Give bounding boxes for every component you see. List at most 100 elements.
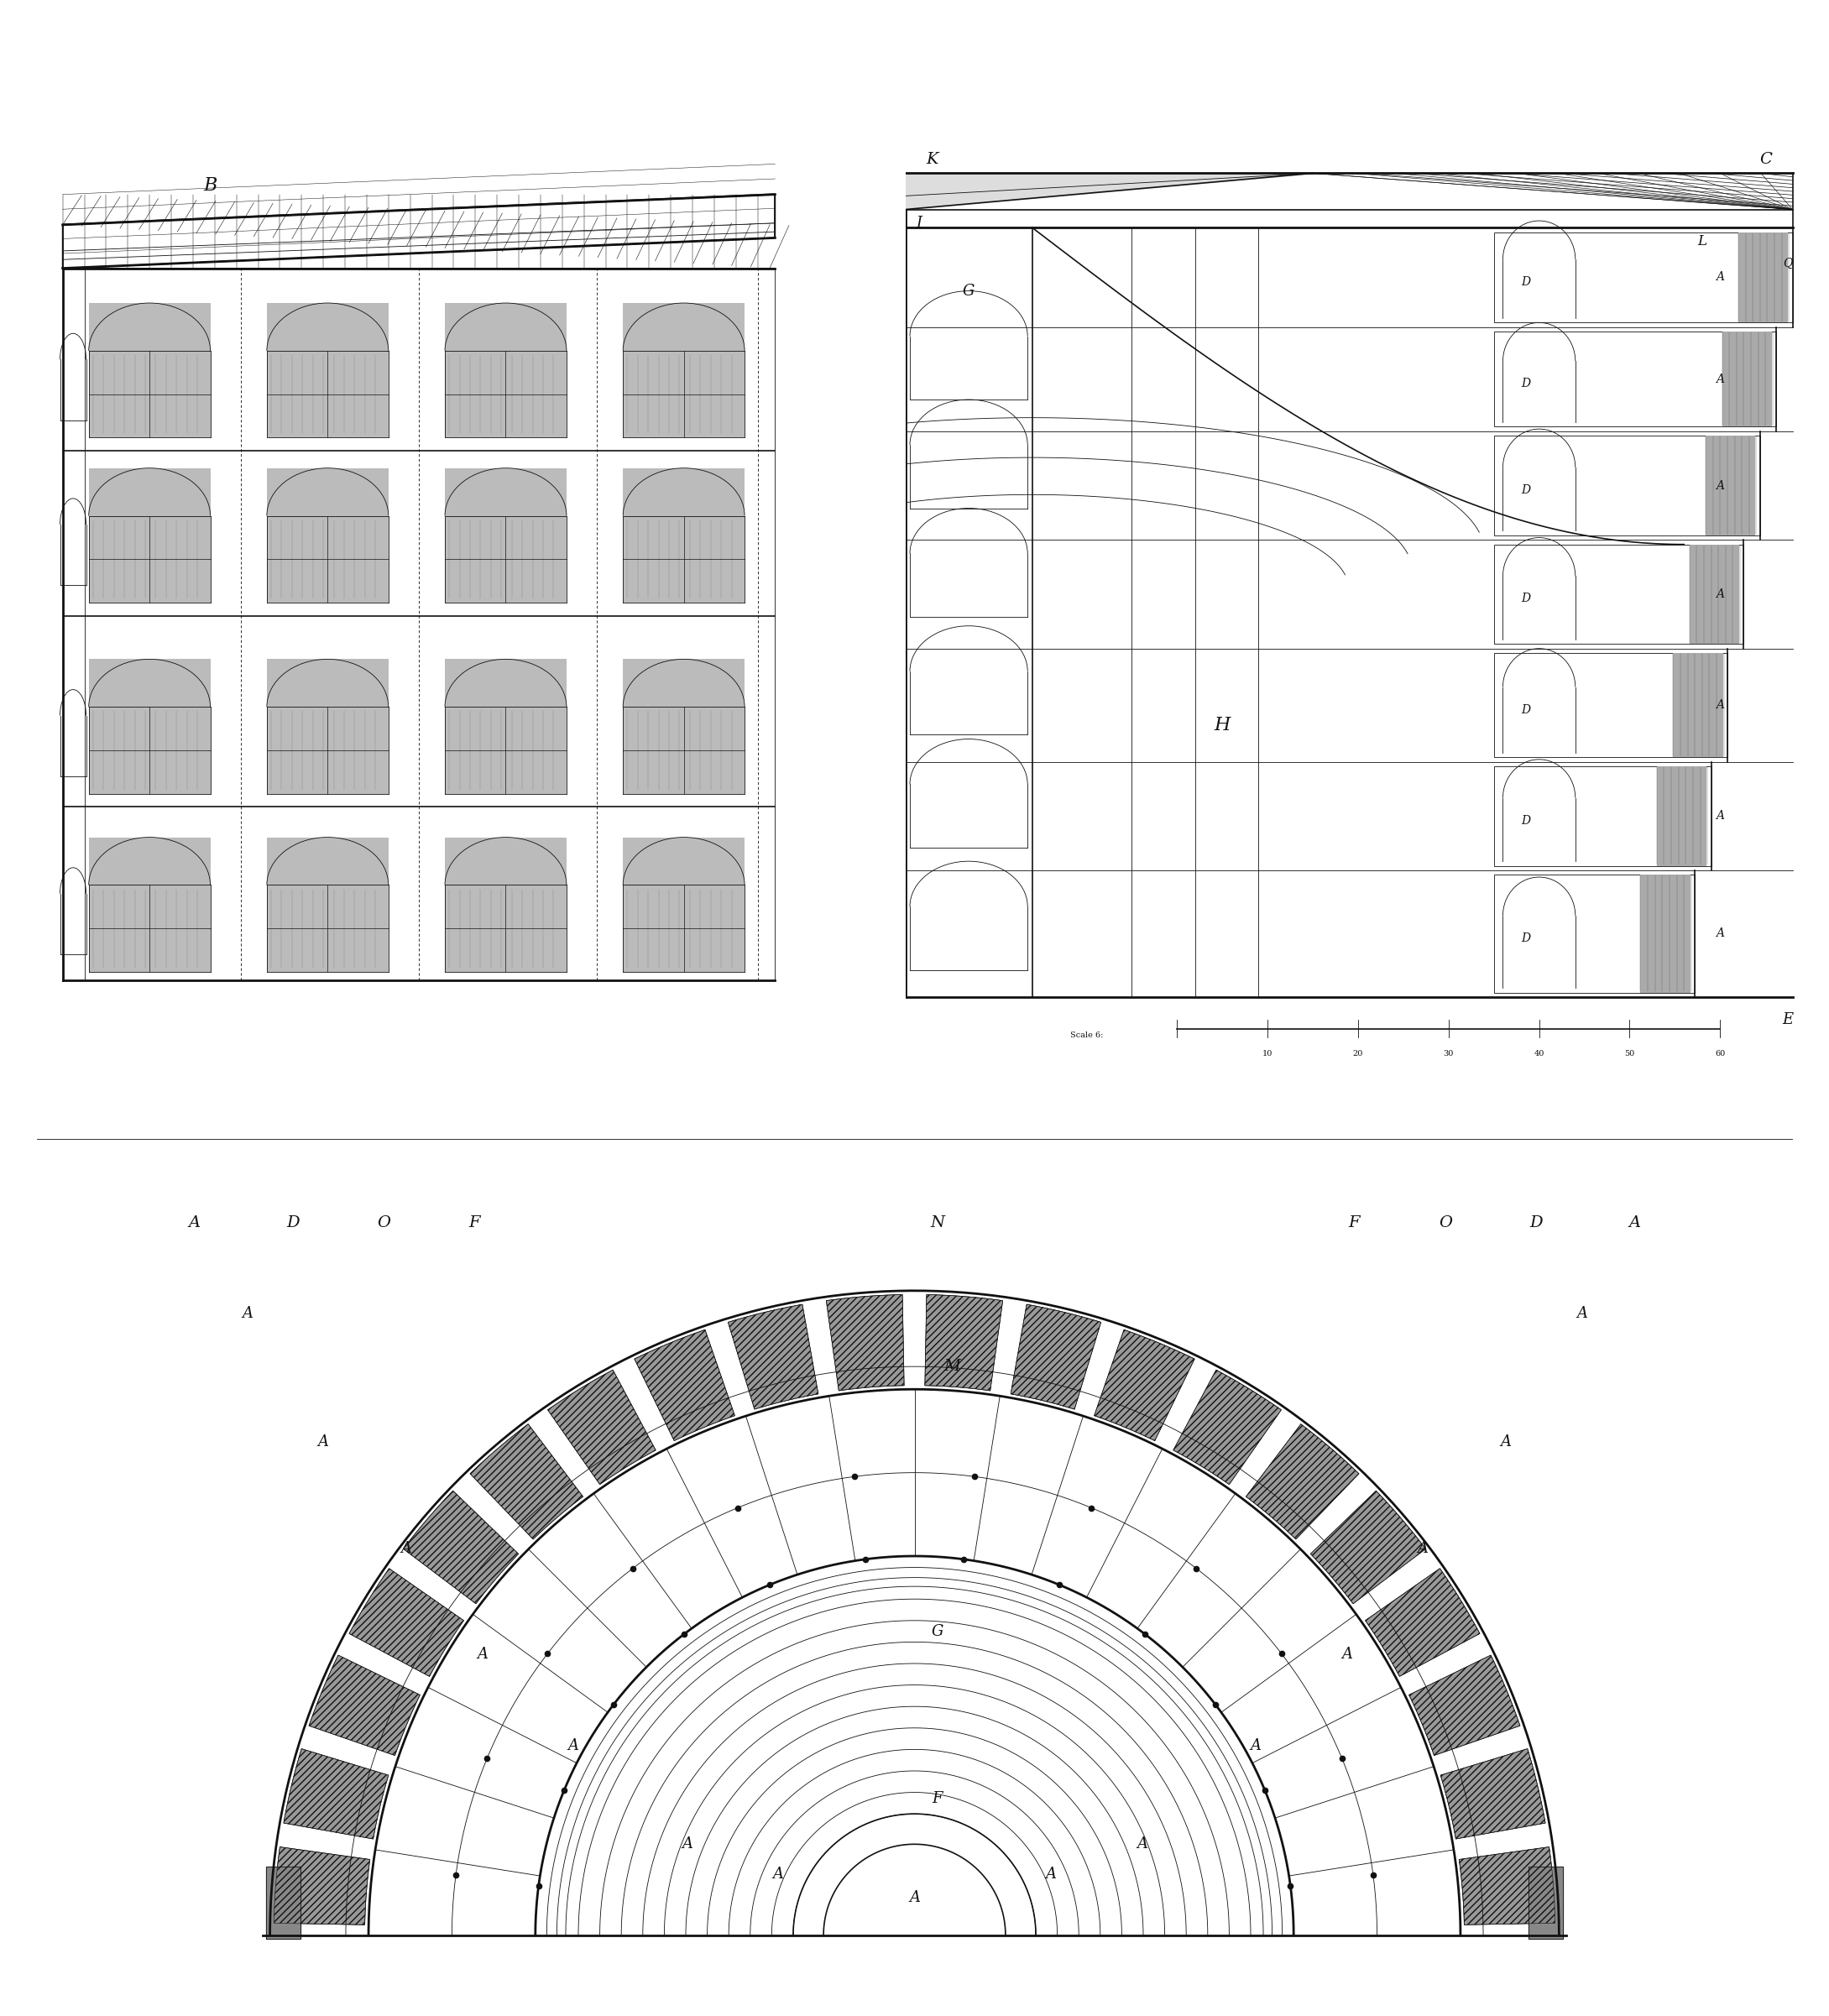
Bar (267, 837, 388, 972)
Text: F: F (1348, 1216, 1361, 1230)
Polygon shape (925, 1294, 1002, 1391)
Bar (444, 302, 567, 437)
Text: D: D (1522, 704, 1531, 716)
Bar (267, 468, 388, 603)
Polygon shape (728, 1304, 818, 1409)
Text: D: D (1522, 276, 1531, 288)
Text: A: A (1716, 373, 1725, 385)
Text: O: O (377, 1216, 390, 1230)
Bar (1674, 653, 1723, 758)
Text: Scale 6:: Scale 6: (1070, 1032, 1103, 1040)
Polygon shape (1460, 1847, 1555, 1925)
Polygon shape (309, 1655, 421, 1756)
Polygon shape (1408, 1655, 1520, 1756)
Bar (88, 659, 210, 794)
Text: O: O (1439, 1216, 1452, 1230)
Polygon shape (827, 1294, 904, 1391)
Polygon shape (274, 1847, 369, 1925)
Polygon shape (1172, 1371, 1282, 1484)
Text: C: C (1759, 151, 1772, 167)
Text: A: A (909, 1889, 920, 1905)
Text: A: A (1500, 1435, 1511, 1450)
Bar (267, 302, 388, 437)
Text: A: A (772, 1867, 783, 1883)
Text: A: A (1630, 1216, 1641, 1230)
Bar (1494, 766, 1712, 865)
Text: A: A (567, 1738, 578, 1754)
Polygon shape (547, 1371, 657, 1484)
Text: B: B (203, 177, 218, 196)
Bar (444, 837, 567, 972)
Bar (1641, 875, 1690, 992)
Text: G: G (962, 284, 975, 298)
Polygon shape (1441, 1748, 1546, 1839)
Bar (624, 659, 744, 794)
Text: M: M (944, 1359, 960, 1375)
Polygon shape (470, 1423, 583, 1538)
Bar (88, 837, 210, 972)
Polygon shape (1011, 1304, 1101, 1409)
Bar (624, 468, 744, 603)
Text: 10: 10 (1262, 1050, 1273, 1058)
Bar (1494, 435, 1759, 536)
Bar (1706, 435, 1756, 536)
Text: D: D (1522, 814, 1531, 827)
Bar (624, 302, 744, 437)
Text: 20: 20 (1353, 1050, 1363, 1058)
Polygon shape (1311, 1490, 1425, 1605)
Text: G: G (931, 1625, 944, 1639)
Text: 40: 40 (1535, 1050, 1544, 1058)
Text: A: A (1046, 1867, 1057, 1883)
Polygon shape (62, 194, 775, 268)
Polygon shape (1094, 1331, 1194, 1441)
Text: 30: 30 (1443, 1050, 1454, 1058)
Polygon shape (1246, 1423, 1359, 1538)
Text: A: A (1716, 589, 1725, 601)
Text: A: A (401, 1540, 412, 1556)
Polygon shape (283, 1748, 388, 1839)
Bar (1657, 766, 1706, 865)
Text: D: D (1522, 593, 1531, 605)
Text: Q: Q (1783, 258, 1792, 270)
Text: A: A (1716, 272, 1725, 282)
Text: A: A (1716, 480, 1725, 492)
Text: A: A (1251, 1738, 1262, 1754)
Text: D: D (1522, 484, 1531, 496)
Text: D: D (285, 1216, 300, 1230)
Bar (444, 659, 567, 794)
Text: L: L (1697, 234, 1706, 248)
Bar (624, 837, 744, 972)
Bar (1494, 653, 1727, 758)
Text: D: D (1522, 377, 1531, 389)
Bar (88, 302, 210, 437)
Text: A: A (1341, 1647, 1352, 1661)
Text: I: I (916, 216, 922, 230)
Text: D: D (1529, 1216, 1544, 1230)
Polygon shape (349, 1568, 465, 1677)
Bar (1721, 333, 1772, 427)
Text: F: F (468, 1216, 481, 1230)
Text: A: A (1716, 927, 1725, 939)
Text: A: A (1577, 1306, 1588, 1320)
Bar (1494, 875, 1695, 992)
Text: E: E (1783, 1012, 1794, 1028)
Text: F: F (933, 1790, 942, 1806)
Text: H: H (1214, 716, 1231, 734)
Text: N: N (931, 1216, 944, 1230)
Text: K: K (925, 151, 938, 167)
Text: A: A (682, 1837, 693, 1853)
Text: 60: 60 (1716, 1050, 1725, 1058)
Text: 50: 50 (1624, 1050, 1635, 1058)
Text: A: A (318, 1435, 329, 1450)
Text: A: A (241, 1306, 252, 1320)
Bar (444, 468, 567, 603)
Bar (1690, 544, 1739, 643)
Text: A: A (1417, 1540, 1428, 1556)
Bar (267, 659, 388, 794)
Text: A: A (1136, 1837, 1147, 1853)
Text: A: A (477, 1647, 488, 1661)
Polygon shape (1364, 1568, 1480, 1677)
Polygon shape (635, 1331, 735, 1441)
Text: A: A (1716, 700, 1725, 712)
Polygon shape (404, 1490, 518, 1605)
